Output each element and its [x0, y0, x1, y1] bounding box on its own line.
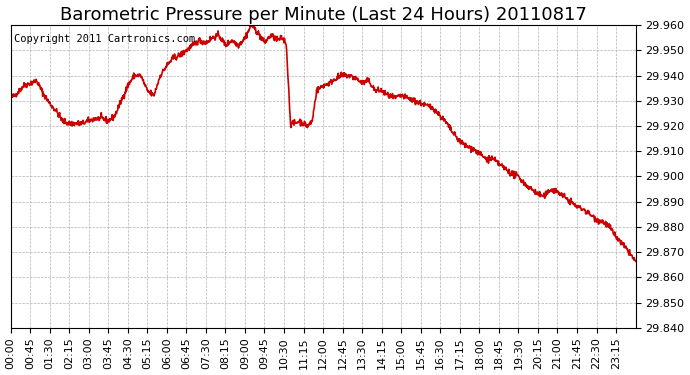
Title: Barometric Pressure per Minute (Last 24 Hours) 20110817: Barometric Pressure per Minute (Last 24 … — [59, 6, 586, 24]
Text: Copyright 2011 Cartronics.com: Copyright 2011 Cartronics.com — [14, 34, 195, 44]
